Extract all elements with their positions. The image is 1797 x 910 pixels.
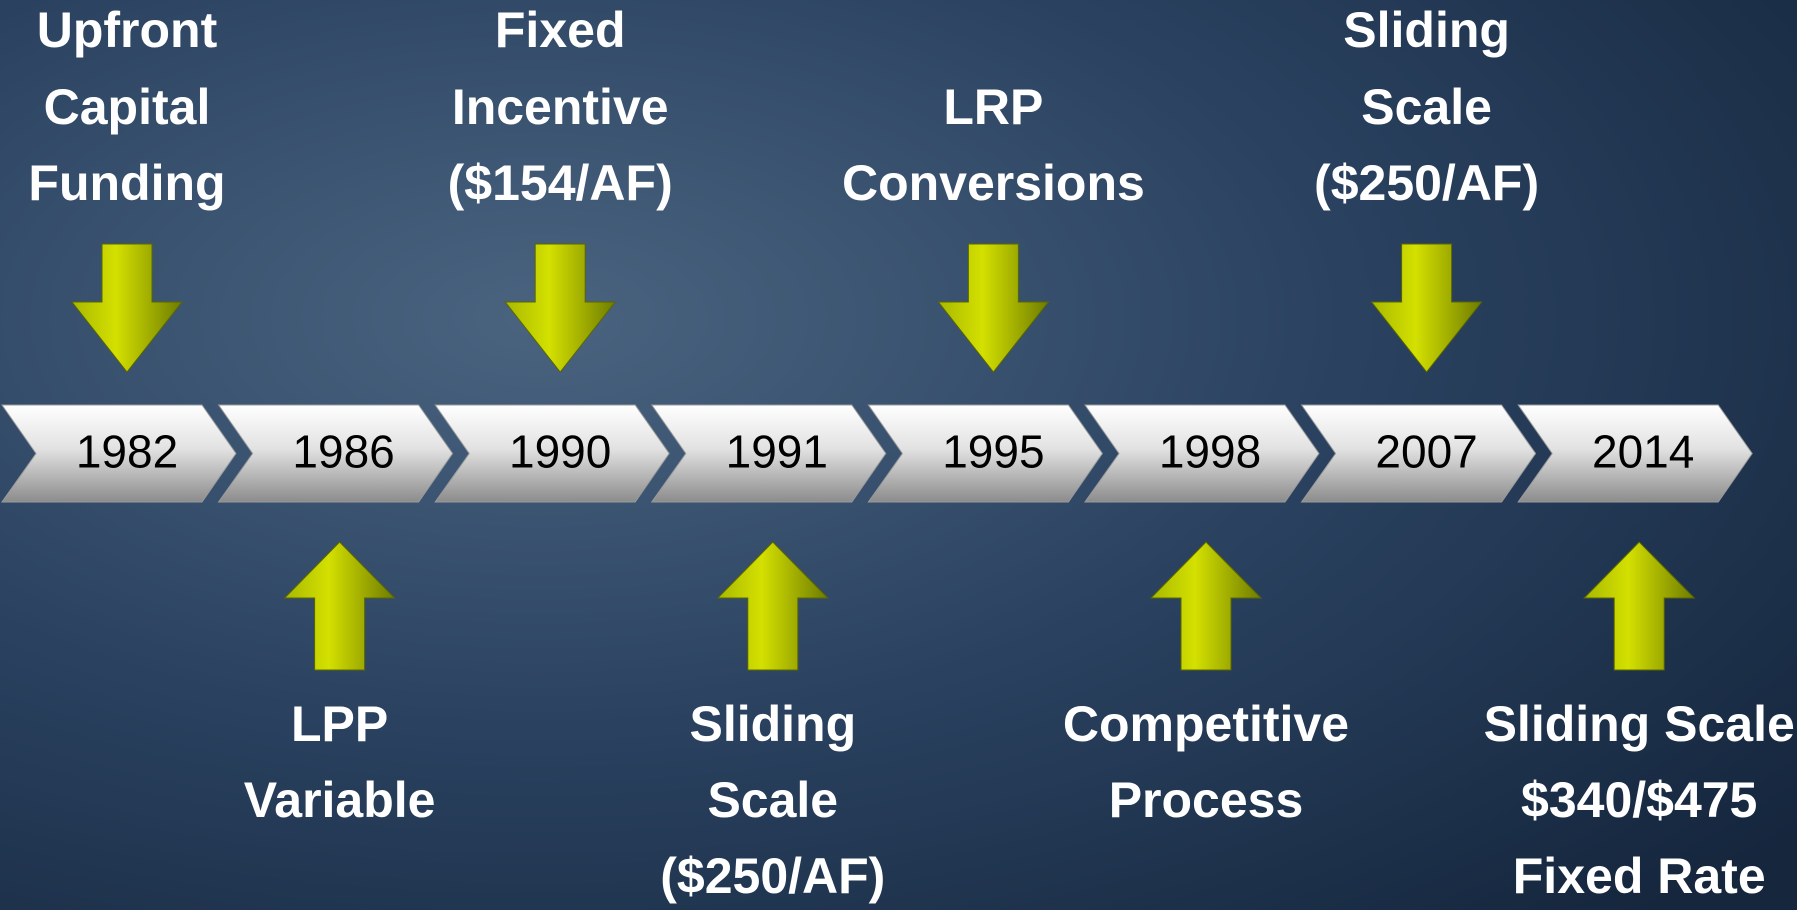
event-label: Upfront bbox=[37, 2, 218, 58]
event-label: ($154/AF) bbox=[448, 155, 673, 211]
event-label: Sliding bbox=[689, 696, 856, 752]
year-label: 1990 bbox=[509, 426, 611, 478]
event-label: Capital bbox=[44, 79, 211, 135]
down-arrow bbox=[937, 243, 1050, 373]
chevron bbox=[1084, 404, 1320, 503]
chevron bbox=[650, 404, 887, 503]
down-arrow bbox=[504, 243, 617, 373]
year-label: 2014 bbox=[1592, 426, 1694, 478]
up-arrow bbox=[1149, 541, 1263, 671]
chevron bbox=[1300, 404, 1537, 503]
event-label: Fixed bbox=[495, 2, 626, 58]
chevron bbox=[1517, 404, 1753, 503]
event-label: Competitive bbox=[1063, 696, 1349, 752]
event-label: LPP bbox=[291, 696, 388, 752]
event-label: Sliding Scale bbox=[1484, 696, 1795, 752]
event-label: $340/$475 bbox=[1521, 772, 1757, 828]
chevron bbox=[867, 404, 1104, 503]
event-label: Conversions bbox=[842, 155, 1145, 211]
event-label: Scale bbox=[1361, 79, 1492, 135]
chevron bbox=[434, 404, 670, 503]
event-label: Funding bbox=[28, 155, 225, 211]
up-arrow bbox=[283, 541, 396, 671]
up-arrow bbox=[716, 541, 829, 671]
year-label: 2007 bbox=[1375, 426, 1477, 478]
event-label: Process bbox=[1109, 772, 1304, 828]
event-label: Incentive bbox=[452, 79, 669, 135]
event-label: ($250/AF) bbox=[1314, 155, 1539, 211]
down-arrow bbox=[1370, 243, 1483, 373]
event-label: ($250/AF) bbox=[660, 848, 885, 904]
down-arrow bbox=[70, 243, 184, 373]
event-label: LRP bbox=[943, 79, 1043, 135]
event-label: Fixed Rate bbox=[1513, 848, 1766, 904]
event-label: Variable bbox=[244, 772, 436, 828]
year-label: 1991 bbox=[726, 426, 828, 478]
up-arrow bbox=[1583, 541, 1696, 671]
year-label: 1998 bbox=[1159, 426, 1261, 478]
chevron bbox=[1, 404, 237, 503]
event-label: Scale bbox=[707, 772, 838, 828]
year-label: 1982 bbox=[76, 426, 178, 478]
year-label: 1986 bbox=[292, 426, 394, 478]
year-label: 1995 bbox=[942, 426, 1044, 478]
chevron bbox=[217, 404, 454, 503]
event-label: Sliding bbox=[1343, 2, 1510, 58]
